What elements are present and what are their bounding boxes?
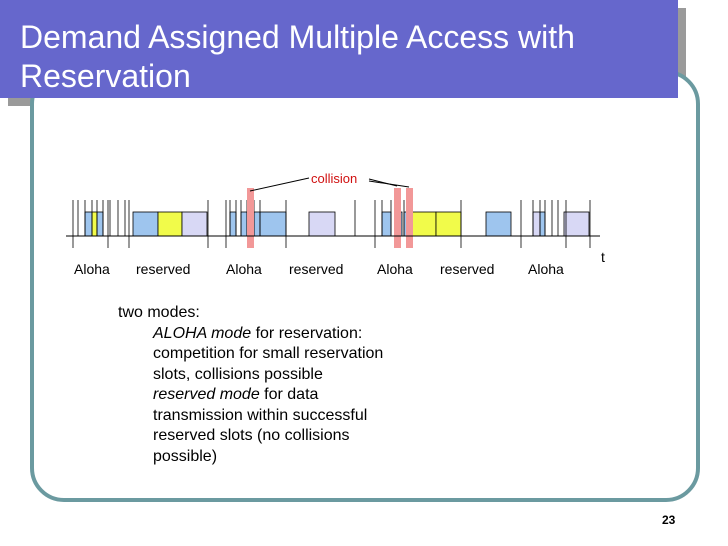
slot [308, 211, 336, 237]
slot [157, 211, 183, 237]
collision-pointer-left [249, 177, 310, 192]
slot [181, 211, 208, 237]
reserved-desc-2: reserved slots (no collisions [153, 427, 350, 444]
slot [563, 211, 590, 237]
aloha-desc-1: competition for small reservation [153, 345, 384, 362]
aloha-mode-term: ALOHA mode [153, 324, 252, 342]
slot [532, 211, 541, 237]
slot [229, 211, 237, 237]
reserved-desc-3: possible) [153, 447, 218, 465]
slot [253, 211, 261, 237]
collision-pointer-right-2 [368, 180, 410, 188]
collision-marker [247, 188, 254, 248]
phase-label-aloha: Aloha [528, 261, 564, 277]
slot [485, 211, 512, 237]
collision-marker [394, 188, 401, 248]
collision-group [247, 188, 413, 248]
reserved-mode-term: reserved mode [153, 386, 260, 403]
slot [539, 211, 546, 237]
time-label: t [601, 249, 605, 265]
slot [96, 211, 104, 237]
collision-marker [406, 188, 413, 248]
slot [240, 211, 248, 237]
phase-label-reserved: reserved [136, 261, 190, 277]
phase-label-aloha: Aloha [377, 261, 413, 277]
slot [435, 211, 462, 237]
slot [91, 211, 98, 237]
phase-label-reserved: reserved [289, 261, 343, 277]
content-frame [30, 70, 700, 502]
reserved-mode-line: reserved mode for data [153, 385, 438, 406]
phase-label-reserved: reserved [440, 261, 494, 277]
page-number: 23 [662, 513, 676, 527]
aloha-mode-rest: for reservation: [251, 324, 363, 342]
slot [132, 211, 159, 237]
slot [381, 211, 392, 237]
modes-description: two modes: ALOHA mode for reservation: c… [118, 303, 438, 467]
title-bar [0, 0, 678, 98]
slot-group [84, 211, 590, 237]
phase-label-aloha: Aloha [226, 261, 262, 277]
phase-label-aloha: Aloha [74, 261, 110, 277]
phase-labels: Aloha reserved Aloha reserved Aloha rese… [74, 261, 564, 277]
modes-heading: two modes: [118, 304, 200, 321]
slot [84, 211, 93, 237]
collision-label: collision [311, 171, 357, 186]
slide-title: Demand Assigned Multiple Access with Res… [20, 19, 575, 94]
slot [259, 211, 287, 237]
slot [409, 211, 437, 237]
reserved-mode-rest: for data [259, 386, 319, 403]
aloha-mode-line: ALOHA mode for reservation: [153, 324, 438, 345]
aloha-desc-2: slots, collisions possible [153, 365, 323, 383]
reserved-desc-1: transmission within successful [153, 406, 368, 424]
